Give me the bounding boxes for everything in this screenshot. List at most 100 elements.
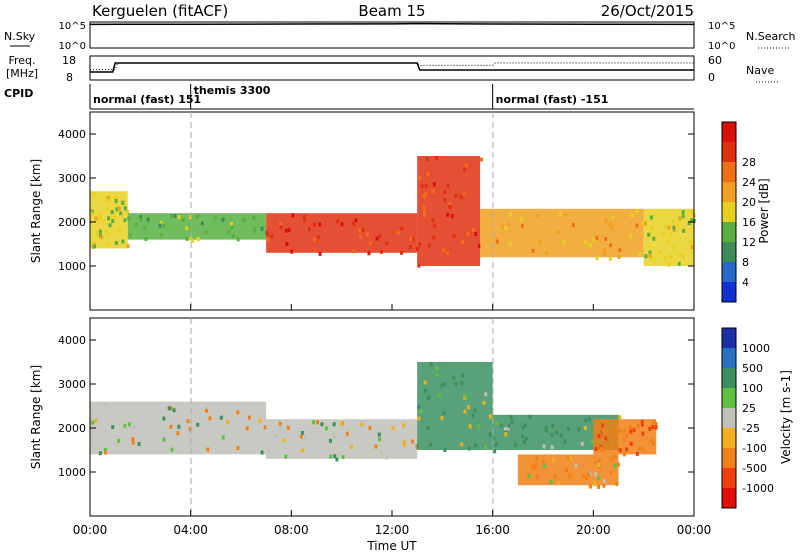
data-cell	[597, 433, 601, 438]
data-cell	[557, 481, 561, 486]
data-cell	[625, 447, 629, 452]
data-cell	[267, 449, 271, 454]
data-cell	[628, 425, 632, 430]
data-cell	[495, 237, 499, 242]
data-cell	[476, 424, 480, 429]
data-cell	[550, 445, 554, 450]
data-cell	[90, 211, 94, 216]
freq-panel: Freq. [MHz] 18 8 60 0 Nave	[6, 54, 780, 84]
data-cell	[260, 450, 264, 455]
data-cell	[467, 405, 471, 410]
data-cell	[279, 425, 283, 430]
y-tick-label: 1000	[58, 260, 86, 273]
data-cell	[402, 440, 406, 445]
data-cell	[509, 415, 513, 420]
data-cell	[422, 210, 426, 215]
data-cell	[423, 380, 427, 385]
data-cell	[446, 183, 450, 188]
data-cell	[181, 218, 185, 223]
power-panel: Slant Range [km] 1000 2000 3000 4000 4 8 12 16…	[29, 111, 771, 311]
data-cell	[597, 476, 601, 481]
colorbar-tick-label: 100	[742, 382, 763, 395]
data-cell	[622, 452, 626, 457]
data-cell	[504, 226, 508, 231]
data-cell	[462, 167, 466, 172]
data-cell	[524, 436, 528, 441]
noise-right-top-tick: 10^5	[708, 21, 735, 32]
data-cell	[644, 254, 648, 259]
freq-series-line	[90, 62, 694, 73]
velocity-panel: Slant Range [km] 1000 2000 3000 4000 1000 50…	[29, 317, 793, 517]
data-cell	[640, 420, 644, 425]
data-cell	[329, 454, 333, 459]
data-cell	[641, 431, 645, 436]
data-cell	[658, 249, 662, 254]
data-cell	[400, 226, 404, 231]
data-cell	[682, 228, 686, 233]
data-cell	[532, 465, 536, 470]
data-cell	[602, 249, 606, 254]
data-cell	[230, 225, 234, 230]
data-cell	[420, 184, 424, 189]
y-tick-label: 1000	[58, 466, 86, 479]
data-cell	[654, 422, 658, 427]
data-cell	[139, 217, 143, 222]
data-cell	[577, 427, 581, 432]
data-cell	[635, 208, 639, 213]
data-cell	[219, 415, 223, 420]
data-cell	[464, 394, 468, 399]
data-cell	[328, 438, 332, 443]
data-cell	[566, 426, 570, 431]
data-cell	[479, 157, 483, 162]
data-cell	[443, 382, 447, 387]
data-cell	[424, 183, 428, 188]
data-cell	[584, 418, 588, 423]
data-cell	[587, 417, 591, 422]
data-cell	[484, 445, 488, 450]
colorbar-tick-label: 1000	[742, 342, 770, 355]
y-tick-label: 2000	[58, 422, 86, 435]
x-tick-label: 04:00	[173, 523, 208, 537]
data-cell	[431, 189, 435, 194]
data-cell	[206, 447, 210, 452]
data-cell	[266, 237, 270, 242]
data-cell	[333, 454, 337, 459]
data-cell	[641, 447, 645, 452]
data-cell	[429, 362, 433, 367]
data-cell	[173, 213, 177, 218]
data-cell	[425, 157, 429, 162]
data-cell	[208, 416, 212, 421]
data-cell	[677, 261, 681, 266]
x-tick-label: 20:00	[576, 523, 611, 537]
data-cell	[463, 395, 467, 400]
data-cell	[471, 227, 475, 232]
data-cell	[446, 212, 450, 217]
data-cell	[108, 223, 112, 228]
colorbar-tick-label: 24	[742, 176, 756, 189]
data-cell	[672, 219, 676, 224]
data-cell	[629, 441, 633, 446]
data-cell	[594, 447, 598, 452]
data-cell	[649, 215, 653, 220]
data-cell	[374, 444, 378, 449]
data-cell	[339, 421, 343, 426]
data-cell	[509, 212, 513, 217]
data-cell	[690, 210, 694, 215]
data-cell	[302, 215, 306, 220]
data-cell	[608, 256, 612, 261]
data-cell	[625, 433, 629, 438]
data-cell	[95, 231, 99, 236]
data-cell	[663, 224, 667, 229]
data-cell	[493, 449, 497, 454]
data-region	[480, 208, 644, 258]
data-cell	[435, 372, 439, 377]
data-cell	[648, 253, 652, 258]
data-cell	[352, 221, 356, 226]
data-cell	[588, 242, 592, 247]
colorbar-frame	[721, 121, 737, 303]
data-cell	[603, 252, 607, 257]
data-cell	[609, 243, 613, 248]
data-cell	[448, 202, 452, 207]
data-cell	[335, 457, 339, 462]
data-cell	[188, 215, 192, 220]
